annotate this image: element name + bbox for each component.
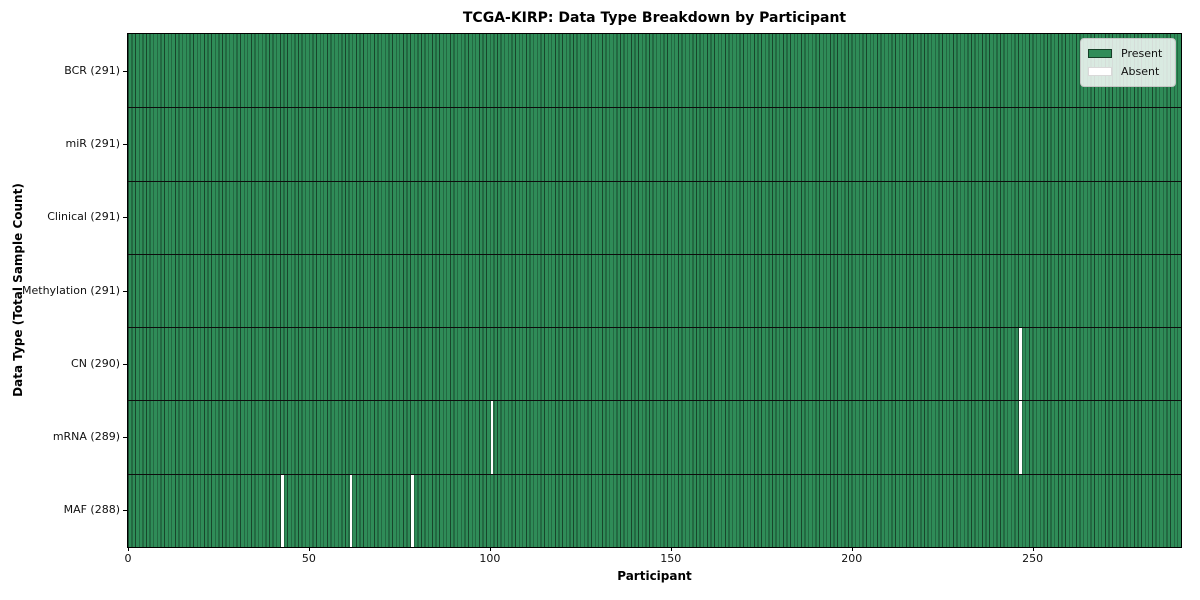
xtick-mark xyxy=(670,547,672,551)
ytick-label-cn: CN (290) xyxy=(71,356,120,370)
plot-area: Present Absent xyxy=(127,33,1182,548)
heatmap-row-maf xyxy=(128,473,1181,547)
ytick-mark xyxy=(123,363,127,365)
absent-cell-maf-61 xyxy=(349,474,353,547)
xtick-mark xyxy=(308,547,310,551)
ytick-mark xyxy=(123,217,127,219)
legend-label-present: Present xyxy=(1121,46,1163,60)
heatmap-row-mrna xyxy=(128,400,1181,474)
present-swatch-icon xyxy=(1088,48,1112,58)
ytick-label-maf: MAF (288) xyxy=(63,503,120,517)
ytick-label-bcr: BCR (291) xyxy=(64,63,120,77)
legend: Present Absent xyxy=(1080,38,1176,87)
xtick-label-50: 50 xyxy=(301,552,316,565)
absent-cell-maf-78 xyxy=(411,474,414,547)
legend-entry-absent: Absent xyxy=(1088,62,1168,80)
heatmap-row-clinical xyxy=(128,180,1181,254)
ytick-label-mrna: mRNA (289) xyxy=(52,430,120,444)
ytick-mark xyxy=(123,290,127,292)
heatmap-rows-layer xyxy=(128,34,1181,547)
legend-label-absent: Absent xyxy=(1121,64,1160,78)
xtick-mark xyxy=(1032,547,1034,551)
heatmap-row-mir xyxy=(128,107,1181,181)
x-axis-title: Participant xyxy=(617,569,692,583)
ytick-label-clinical: Clinical (291) xyxy=(47,210,120,224)
xtick-label-250: 250 xyxy=(1022,552,1044,565)
absent-cell-maf-42 xyxy=(280,474,284,547)
xtick-label-200: 200 xyxy=(841,552,863,565)
heatmap-row-cn xyxy=(128,327,1181,401)
absent-swatch-icon xyxy=(1088,66,1112,76)
y-axis-title: Data Type (Total Sample Count) xyxy=(11,183,25,397)
heatmap-row-bcr xyxy=(128,34,1181,108)
xtick-mark xyxy=(128,547,129,551)
ytick-mark xyxy=(123,70,127,72)
chart-title: TCGA-KIRP: Data Type Breakdown by Partic… xyxy=(462,10,847,26)
legend-entry-present: Present xyxy=(1088,44,1168,62)
absent-cell-mrna-246 xyxy=(1018,401,1022,474)
xtick-mark xyxy=(851,547,853,551)
ytick-mark xyxy=(123,143,127,145)
xtick-label-100: 100 xyxy=(479,552,501,565)
xtick-mark xyxy=(489,547,491,551)
absent-cell-mrna-100 xyxy=(490,401,494,474)
ytick-mark xyxy=(123,510,127,512)
heatmap-row-methylation xyxy=(128,253,1181,328)
ytick-label-mir: miR (291) xyxy=(65,136,121,150)
xtick-label-150: 150 xyxy=(660,552,682,565)
ytick-mark xyxy=(123,437,127,439)
absent-cell-cn-246 xyxy=(1018,328,1022,401)
ytick-label-methylation: Methylation (291) xyxy=(22,283,120,297)
xtick-label-0: 0 xyxy=(124,552,132,565)
